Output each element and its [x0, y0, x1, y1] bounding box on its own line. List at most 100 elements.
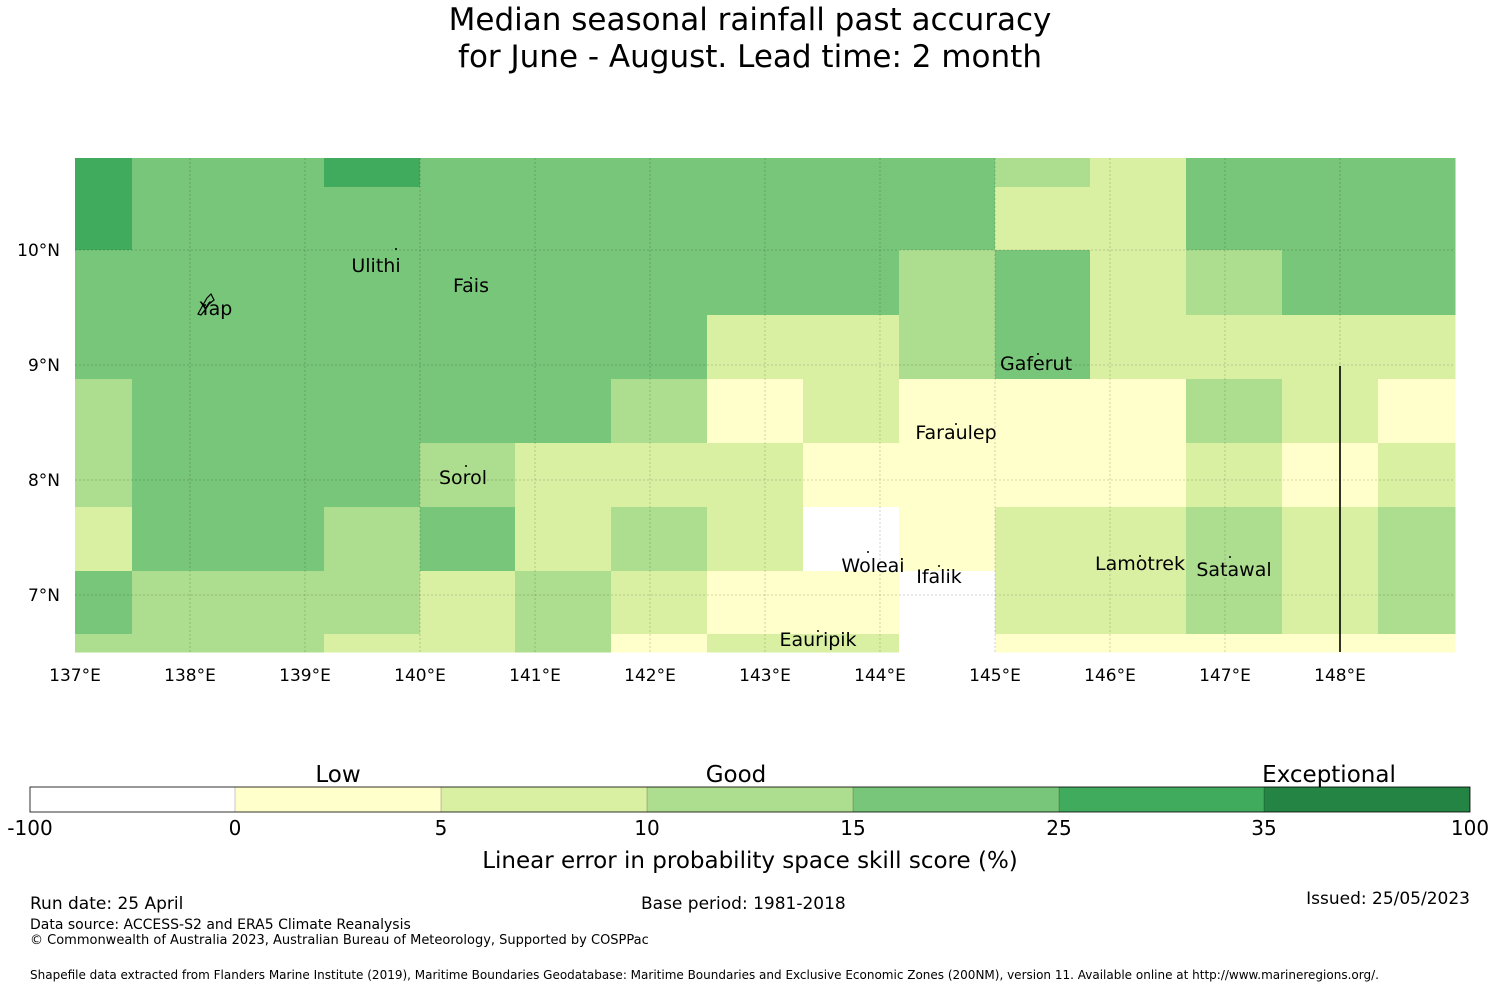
grid-cell: [1186, 250, 1283, 316]
grid-cell: [420, 158, 516, 188]
grid-cell: [75, 187, 133, 251]
grid-cell: [75, 379, 133, 444]
longitude-tick-label: 145°E: [969, 666, 1021, 686]
grid-cell: [324, 443, 421, 508]
longitude-tick-label: 144°E: [854, 666, 906, 686]
grid-cell: [324, 187, 421, 251]
grid-cell: [228, 187, 325, 251]
base-period: Base period: 1981-2018: [641, 894, 846, 914]
grid-cell: [707, 250, 804, 316]
grid-cell: [132, 443, 229, 508]
yap-island-shape: [197, 292, 215, 316]
grid-cell: [132, 634, 229, 653]
graticule: [75, 158, 1455, 652]
grid-cell: [75, 158, 133, 188]
grid-cell: [1378, 158, 1456, 188]
grid-cell: [1282, 571, 1379, 635]
grid-cell: [420, 571, 516, 635]
grid-cell: [1282, 187, 1379, 251]
grid-cell: [611, 443, 708, 508]
grid-cell: [611, 250, 708, 316]
grid-cell: [324, 507, 421, 572]
grid-cell: [324, 158, 421, 188]
place-label: Faraulep: [915, 422, 996, 444]
grid-cell: [1090, 634, 1187, 653]
longitude-tick-label: 139°E: [279, 666, 331, 686]
grid-cell: [899, 315, 996, 380]
grid-cell: [515, 571, 612, 635]
island-marker: [395, 248, 397, 250]
place-label: Sorol: [439, 467, 487, 489]
colorbar-segment: [30, 787, 235, 812]
latitude-tick-label: 7°N: [28, 586, 60, 606]
place-label: Satawal: [1196, 559, 1271, 581]
island-marker: [938, 565, 940, 567]
grid-cell: [420, 634, 516, 653]
grid-cell: [75, 507, 133, 572]
longitude-tick-label: 137°E: [49, 666, 101, 686]
run-date: Run date: 25 April: [30, 894, 184, 914]
colorbar-title: Linear error in probability space skill …: [482, 848, 1018, 874]
grid-cell: [803, 634, 900, 653]
colorbar: [29, 786, 1471, 813]
colorbar-tick-labels: -100 0 5 10 15 25 35 100: [7, 816, 1489, 840]
grid-cell: [420, 315, 516, 380]
grid-cell: [324, 571, 421, 635]
grid-cell: [132, 379, 229, 444]
island-marker: [817, 630, 819, 632]
grid-cell: [995, 571, 1091, 635]
grid-cell: [1378, 507, 1456, 572]
grid-cell: [707, 443, 804, 508]
grid-cell: [995, 250, 1091, 316]
latitude-tick-label: 10°N: [17, 241, 60, 261]
grid-cell: [515, 634, 612, 653]
grid-cell: [1090, 187, 1187, 251]
grid-cell: [803, 379, 900, 444]
grid-cell: [1090, 158, 1187, 188]
grid-cell: [803, 158, 900, 188]
grid-cell: [1090, 379, 1187, 444]
grid-cell: [1186, 315, 1283, 380]
island-marker: [204, 304, 206, 306]
longitude-tick-label: 146°E: [1084, 666, 1136, 686]
longitude-tick-labels: 137°E 138°E 139°E 140°E 141°E 142°E 143°E 144°E…: [49, 666, 1366, 686]
grid-cell: [611, 634, 708, 653]
grid-cell: [1282, 379, 1379, 444]
grid-cell: [1186, 634, 1283, 653]
grid-cell: [515, 379, 612, 444]
island-marker: [1037, 353, 1039, 355]
colorbar-tick-label: 0: [229, 816, 242, 840]
latitude-tick-labels: 10°N 9°N 8°N 7°N: [17, 241, 60, 606]
island-marker: [465, 465, 467, 467]
colorbar-segment: [853, 787, 1059, 812]
grid-cell: [132, 571, 229, 635]
grid-cell: [515, 315, 612, 380]
grid-cell: [1090, 507, 1187, 572]
grid-cell: [611, 158, 708, 188]
grid-cell: [707, 315, 804, 380]
grid-cell: [324, 250, 421, 316]
colorbar-tick-label: -100: [7, 816, 52, 840]
longitude-tick-label: 138°E: [164, 666, 216, 686]
grid-cell: [803, 443, 900, 508]
island-marker: [470, 277, 472, 279]
grid-cell: [75, 634, 133, 653]
grid-cell: [1186, 507, 1283, 572]
grid-cell: [228, 250, 325, 316]
latitude-tick-label: 8°N: [28, 471, 60, 491]
grid-cell: [420, 443, 516, 508]
colorbar-tick-label: 25: [1046, 816, 1071, 840]
data-source: Data source: ACCESS-S2 and ERA5 Climate …: [30, 917, 411, 933]
grid-cell: [75, 250, 133, 316]
category-low: Low: [315, 762, 360, 788]
grid-cell: [803, 571, 900, 635]
grid-cell: [899, 379, 996, 444]
grid-cell: [1186, 158, 1283, 188]
grid-cell: [228, 634, 325, 653]
grid-cell: [132, 250, 229, 316]
colorbar-tick-label: 15: [840, 816, 865, 840]
skill-grid: [75, 158, 1456, 653]
colorbar-tick-label: 100: [1451, 816, 1489, 840]
grid-cell: [132, 187, 229, 251]
grid-cell: [899, 250, 996, 316]
